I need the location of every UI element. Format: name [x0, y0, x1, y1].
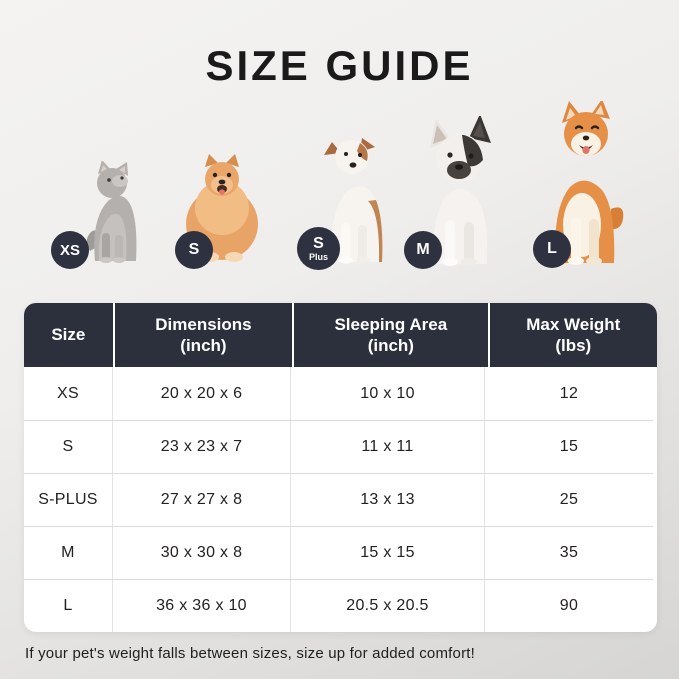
cell-sleeping-area: 15 x 15: [291, 526, 485, 579]
cell-sleeping-area: 20.5 x 20.5: [291, 579, 485, 632]
table-row-xs: XS 20 x 20 x 6 10 x 10 12: [24, 367, 657, 420]
header-sleeping-area-line2: (inch): [367, 336, 414, 355]
size-table: Size Dimensions (inch) Sleeping Area (in…: [24, 303, 657, 632]
size-badge-s-plus: S Plus: [297, 227, 340, 270]
page-title: SIZE GUIDE: [205, 42, 474, 89]
cell-size: S: [24, 420, 113, 473]
header-dimensions-line1: Dimensions: [155, 314, 252, 334]
header-max-weight: Max Weight (lbs): [489, 303, 657, 367]
cat-illustration: [82, 161, 140, 263]
size-badge-xs: XS: [51, 231, 89, 269]
cell-sleeping-area: 13 x 13: [291, 473, 485, 526]
cell-max-weight: 90: [485, 579, 653, 632]
cell-size: M: [24, 526, 113, 579]
header-dimensions-line2: (inch): [180, 336, 227, 355]
header-size: Size: [24, 303, 113, 367]
cell-max-weight: 35: [485, 526, 653, 579]
header-sleeping-area-line1: Sleeping Area: [334, 314, 448, 334]
header-max-weight-line1: Max Weight: [526, 314, 621, 334]
cell-sleeping-area: 10 x 10: [291, 367, 485, 420]
cat-icon: [86, 161, 137, 263]
cell-max-weight: 12: [559, 384, 579, 402]
size-badge-xs-label: XS: [59, 241, 80, 259]
table-row-l: L 36 x 36 x 10 20.5 x 20.5 90: [24, 579, 657, 632]
french-bulldog-illustration: [418, 116, 503, 266]
header-dimensions: Dimensions (inch): [114, 303, 293, 367]
cell-dimensions: 30 x 30 x 8: [113, 526, 291, 579]
size-badge-s-label: S: [188, 241, 200, 258]
table-row-s-plus: S-PLUS 27 x 27 x 8 13 x 13 25: [24, 473, 657, 526]
size-badge-l: L: [533, 230, 571, 268]
pomeranian-icon: [186, 154, 258, 262]
cell-max-weight: 15: [485, 420, 653, 473]
footer-note: If your pet's weight falls between sizes…: [25, 645, 476, 662]
table-row-m: M 30 x 30 x 8 15 x 15 35: [24, 526, 657, 579]
french-bulldog-icon: [430, 116, 491, 266]
cell-size: XS: [24, 367, 113, 420]
size-badge-s: S: [175, 231, 213, 269]
size-badge-l-label: L: [547, 240, 557, 257]
size-badge-m-label: M: [416, 241, 430, 258]
pomeranian-illustration: [181, 152, 263, 263]
cell-dimensions: 23 x 23 x 7: [113, 420, 291, 473]
cell-max-weight: 25: [485, 473, 653, 526]
header-size-line1: Size: [51, 325, 86, 345]
jack-russell-illustration: [316, 131, 394, 264]
cell-size: S-PLUS: [24, 473, 113, 526]
size-badge-s-plus-sublabel: Plus: [308, 251, 328, 262]
size-badge-m: M: [404, 231, 442, 269]
cell-dimensions: 27 x 27 x 8: [113, 473, 291, 526]
size-table-header-row: Size Dimensions (inch) Sleeping Area (in…: [24, 303, 657, 367]
header-sleeping-area: Sleeping Area (inch): [294, 303, 488, 367]
cell-dimensions: 20 x 20 x 6: [113, 367, 291, 420]
size-badge-s-plus-label: S: [313, 234, 324, 252]
cell-size: L: [24, 579, 113, 632]
jack-russell-icon: [324, 138, 383, 264]
header-max-weight-line2: (lbs): [555, 336, 592, 355]
cell-dimensions: 36 x 36 x 10: [113, 579, 291, 632]
table-row-s: S 23 x 23 x 7 11 x 11 15: [24, 420, 657, 473]
cell-sleeping-area: 11 x 11: [291, 420, 485, 473]
